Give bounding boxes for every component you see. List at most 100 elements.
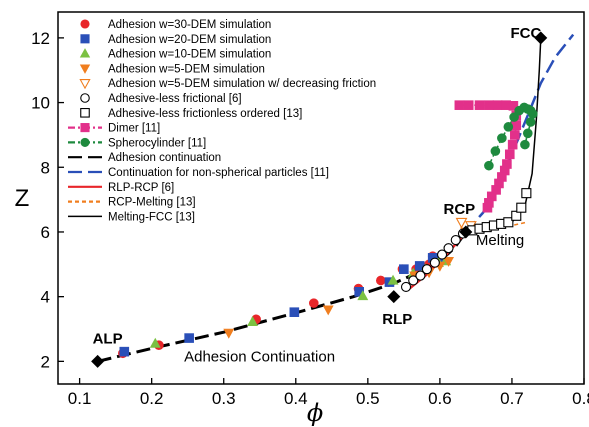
- y-tick-label: 8: [41, 158, 50, 177]
- data-point: [525, 117, 536, 127]
- legend-marker: [79, 48, 91, 58]
- data-point: [463, 100, 474, 110]
- data-point: [507, 139, 518, 150]
- data-point: [354, 287, 364, 297]
- legend-label: Continuation for non-spherical particles…: [108, 167, 329, 179]
- data-point: [528, 109, 538, 119]
- x-tick-label: 0.8: [572, 389, 589, 408]
- legend-label: RCP-Melting [13]: [108, 197, 196, 209]
- key-point-rcp: [459, 225, 473, 239]
- data-point: [387, 274, 399, 285]
- legend-item: Continuation for non-spherical particles…: [68, 167, 329, 179]
- y-tick-label: 12: [31, 29, 50, 48]
- data-point: [484, 100, 494, 110]
- annotation: FCC: [511, 25, 542, 42]
- key-point-fcc: [534, 31, 548, 45]
- data-point: [474, 100, 485, 110]
- legend-item: Adhesive-less frictionless ordered [13]: [80, 108, 302, 120]
- data-point: [450, 235, 461, 246]
- legend-label: Melting-FCC [13]: [108, 211, 195, 223]
- data-point: [399, 264, 409, 274]
- x-tick-label: 0.6: [428, 389, 452, 408]
- data-point: [504, 149, 515, 160]
- plot-area: ALP RLP RCP FCC Melting Adhesion Continuation: [91, 25, 575, 368]
- legend-marker: [79, 64, 91, 74]
- legend-marker: [80, 123, 90, 133]
- legend-item: Adhesion w=5-DEM simulation: [79, 63, 265, 75]
- data-point: [497, 133, 507, 143]
- plot-frame: [57, 11, 585, 385]
- legend-label: Adhesion w=10-DEM simulation: [108, 49, 271, 61]
- annotation: Melting: [476, 232, 524, 249]
- data-point: [482, 202, 493, 213]
- legend-label: Adhesion w=20-DEM simulation: [108, 34, 271, 46]
- x-tick-label: 0.4: [284, 389, 308, 408]
- y-tick-label: 10: [31, 94, 50, 113]
- data-point: [509, 112, 519, 122]
- legend-item: Adhesive-less frictional [6]: [80, 93, 242, 105]
- line-adhesion-continuation: [97, 231, 468, 363]
- data-point: [522, 128, 533, 139]
- axes: 0.1 0.2 0.3 0.4 0.5 0.6 0.7 0.8 2 4 6 8 10 12 ϕ Z: [15, 11, 589, 427]
- data-point: [429, 257, 440, 268]
- data-point: [443, 243, 454, 254]
- legend-item: Adhesion w=20-DEM simulation: [80, 34, 271, 46]
- data-point: [322, 305, 334, 316]
- data-point: [454, 100, 465, 110]
- annotation: RLP: [382, 311, 412, 328]
- legend-marker: [80, 34, 90, 44]
- x-tick-label: 0.1: [68, 389, 92, 408]
- annotation: ALP: [93, 331, 123, 348]
- legend-item: Adhesion w=5-DEM simulation w/ decreasin…: [79, 78, 376, 90]
- data-point: [492, 100, 503, 110]
- legend-marker: [80, 137, 90, 147]
- annotation: Adhesion Continuation: [184, 348, 335, 365]
- data-point: [455, 217, 468, 229]
- legend-item: RLP-RCP [6]: [68, 182, 174, 194]
- data-point: [508, 101, 519, 111]
- data-point: [421, 264, 432, 275]
- data-point: [308, 298, 319, 308]
- data-point: [490, 146, 501, 156]
- x-tick-label: 0.3: [212, 389, 236, 408]
- data-point: [376, 275, 386, 286]
- legend-marker: [80, 19, 90, 29]
- key-point-rlp: [387, 290, 401, 304]
- data-point: [443, 256, 454, 267]
- legend-label: Adhesive-less frictionless ordered [13]: [108, 108, 302, 120]
- data-point: [503, 122, 514, 132]
- legend-item: Dimer [11]: [68, 123, 160, 135]
- legend-item: Spherocylinder [11]: [68, 137, 206, 149]
- data-point: [521, 188, 532, 199]
- legend-item: RCP-Melting [13]: [68, 197, 196, 209]
- x-tick-label: 0.5: [356, 389, 380, 408]
- key-point-alp: [91, 354, 105, 368]
- y-tick-label: 6: [41, 223, 50, 242]
- legend-label: Spherocylinder [11]: [108, 137, 206, 149]
- legend-marker: [79, 79, 91, 90]
- x-tick-label: 0.2: [140, 389, 164, 408]
- legend-item: Adhesion continuation: [68, 152, 221, 164]
- data-point: [149, 337, 161, 348]
- legend-label: Adhesion w=30-DEM simulation: [108, 19, 271, 31]
- data-point: [408, 275, 419, 286]
- legend-label: Adhesion w=5-DEM simulation: [108, 63, 265, 75]
- data-point: [184, 333, 194, 343]
- legend-item: Melting-FCC [13]: [68, 211, 195, 223]
- data-point: [484, 160, 494, 171]
- data-point: [437, 249, 448, 260]
- annotation: RCP: [443, 201, 475, 218]
- data-point: [520, 139, 530, 150]
- x-axis-title: ϕ: [307, 399, 323, 427]
- y-axis-title: Z: [15, 185, 30, 212]
- data-point: [400, 281, 412, 293]
- legend-item: Adhesion w=30-DEM simulation: [80, 19, 271, 31]
- data-point: [511, 120, 522, 131]
- x-tick-label: 0.7: [500, 389, 524, 408]
- legend-label: Adhesive-less frictional [6]: [108, 93, 242, 105]
- data-point: [289, 307, 300, 317]
- data-point: [357, 290, 369, 301]
- legend-marker: [80, 108, 90, 118]
- data-point: [415, 270, 426, 281]
